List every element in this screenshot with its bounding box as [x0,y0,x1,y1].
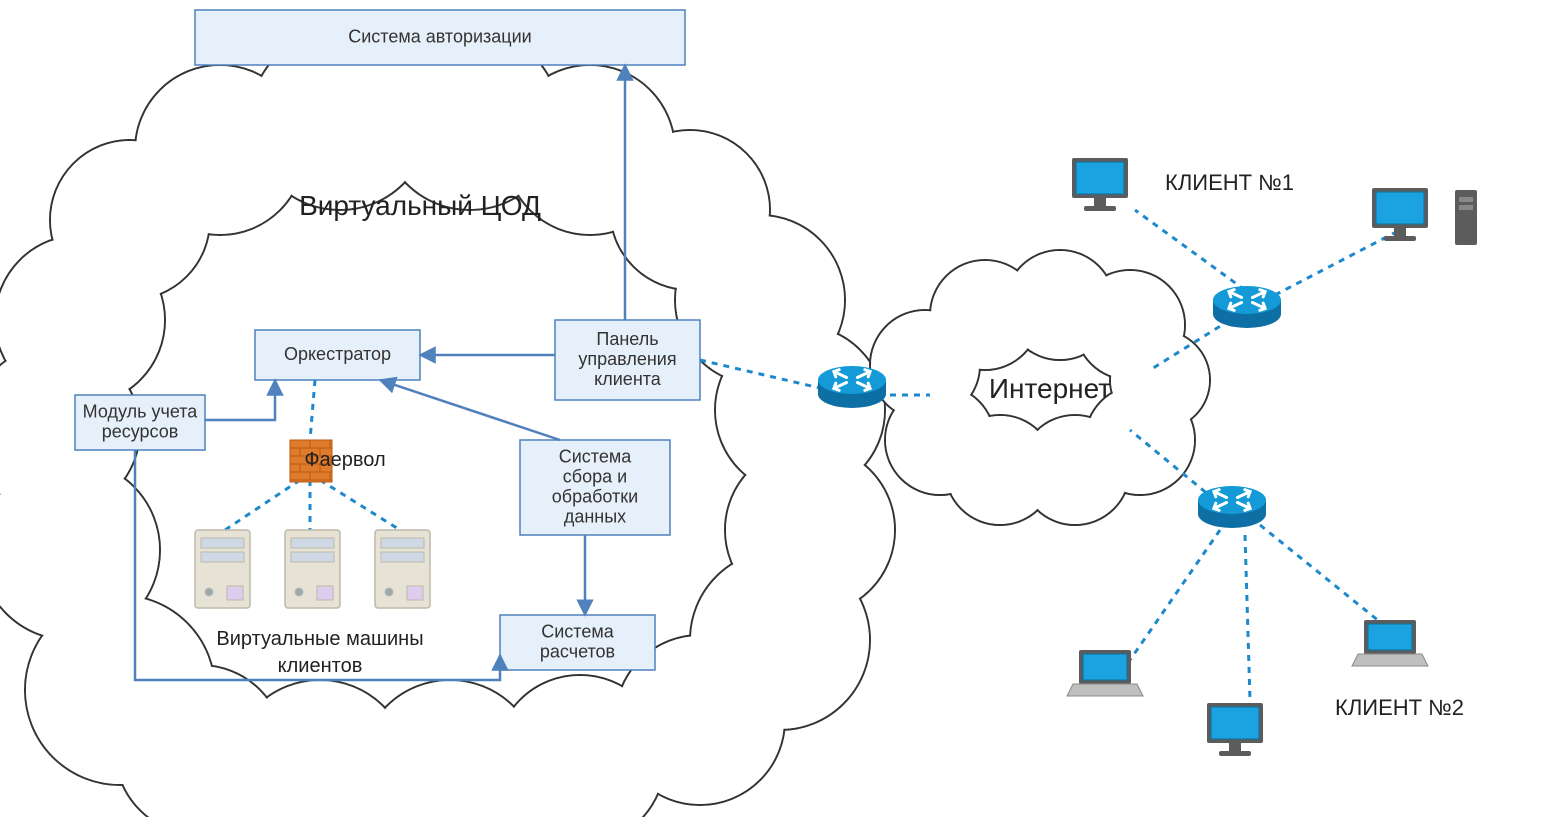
box-orchestrator: Оркестратор [255,330,420,380]
box-collector-line2: обработки [552,486,638,506]
box-panel-line0: Панель [596,329,658,349]
link-rt-to-pc1b [1275,230,1400,295]
arrow-res-to-orch [205,380,275,420]
firewall-label: Фаервол [304,449,385,471]
desktop-icon [1372,188,1428,241]
link-rb-to-lap-a [1130,530,1220,660]
client2-label: КЛИЕНТ №2 [1335,695,1464,720]
box-resources: Модуль учетаресурсов [75,395,205,450]
server-icon [285,530,340,608]
box-collector-line3: данных [564,506,626,526]
box-collector-line0: Система [559,446,632,466]
box-resources-line0: Модуль учета [83,401,199,421]
cloud-dc-title: Виртуальный ЦОД [299,190,541,221]
laptop-icon [1067,650,1143,696]
link-fw-to-s1 [225,480,300,530]
client1-label: КЛИЕНТ №1 [1165,170,1294,195]
vm-label-line2: клиентов [278,655,363,677]
link-rb-to-pc-c2 [1245,535,1250,700]
box-billing: Системарасчетов [500,615,655,670]
laptop-icon [1352,620,1428,666]
box-billing-line0: Система [541,621,614,641]
server-icon [375,530,430,608]
firewall-icon: Фаервол [290,440,386,482]
box-orchestrator-line0: Оркестратор [284,344,391,364]
box-billing-line1: расчетов [540,641,615,661]
router-icon [818,366,886,408]
router-icon [1198,486,1266,528]
vm-label-line1: Виртуальные машины [216,628,423,650]
router-icon [1213,286,1281,328]
box-auth-line0: Система авторизации [348,26,531,46]
desktop-icon [1072,158,1128,211]
server-icon [195,530,250,608]
box-panel-line1: управления [578,349,676,369]
box-auth: Система авторизации [195,10,685,65]
box-collector: Системасбора иобработкиданных [520,440,670,535]
cloud-internet-title: Интернет [989,373,1111,404]
desktop-icon [1207,703,1263,756]
box-collector-line1: сбора и [563,466,627,486]
box-panel: Панельуправленияклиента [555,320,700,400]
link-rb-to-lap-b [1260,525,1390,630]
tower-icon [1455,190,1477,245]
link-orch-to-fw [310,380,315,440]
box-resources-line1: ресурсов [102,421,179,441]
link-fw-to-s3 [320,480,400,530]
arrow-coll-to-orch [380,380,560,440]
box-panel-line2: клиента [594,369,662,389]
